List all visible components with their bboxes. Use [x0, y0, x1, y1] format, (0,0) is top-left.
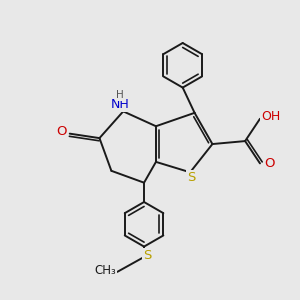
Text: NH: NH [111, 98, 130, 111]
Text: CH₃: CH₃ [94, 264, 116, 277]
Text: O: O [56, 125, 67, 138]
Text: S: S [143, 249, 151, 262]
Text: H: H [116, 90, 124, 100]
Text: S: S [188, 171, 196, 184]
Text: OH: OH [262, 110, 281, 123]
Text: O: O [264, 157, 275, 170]
